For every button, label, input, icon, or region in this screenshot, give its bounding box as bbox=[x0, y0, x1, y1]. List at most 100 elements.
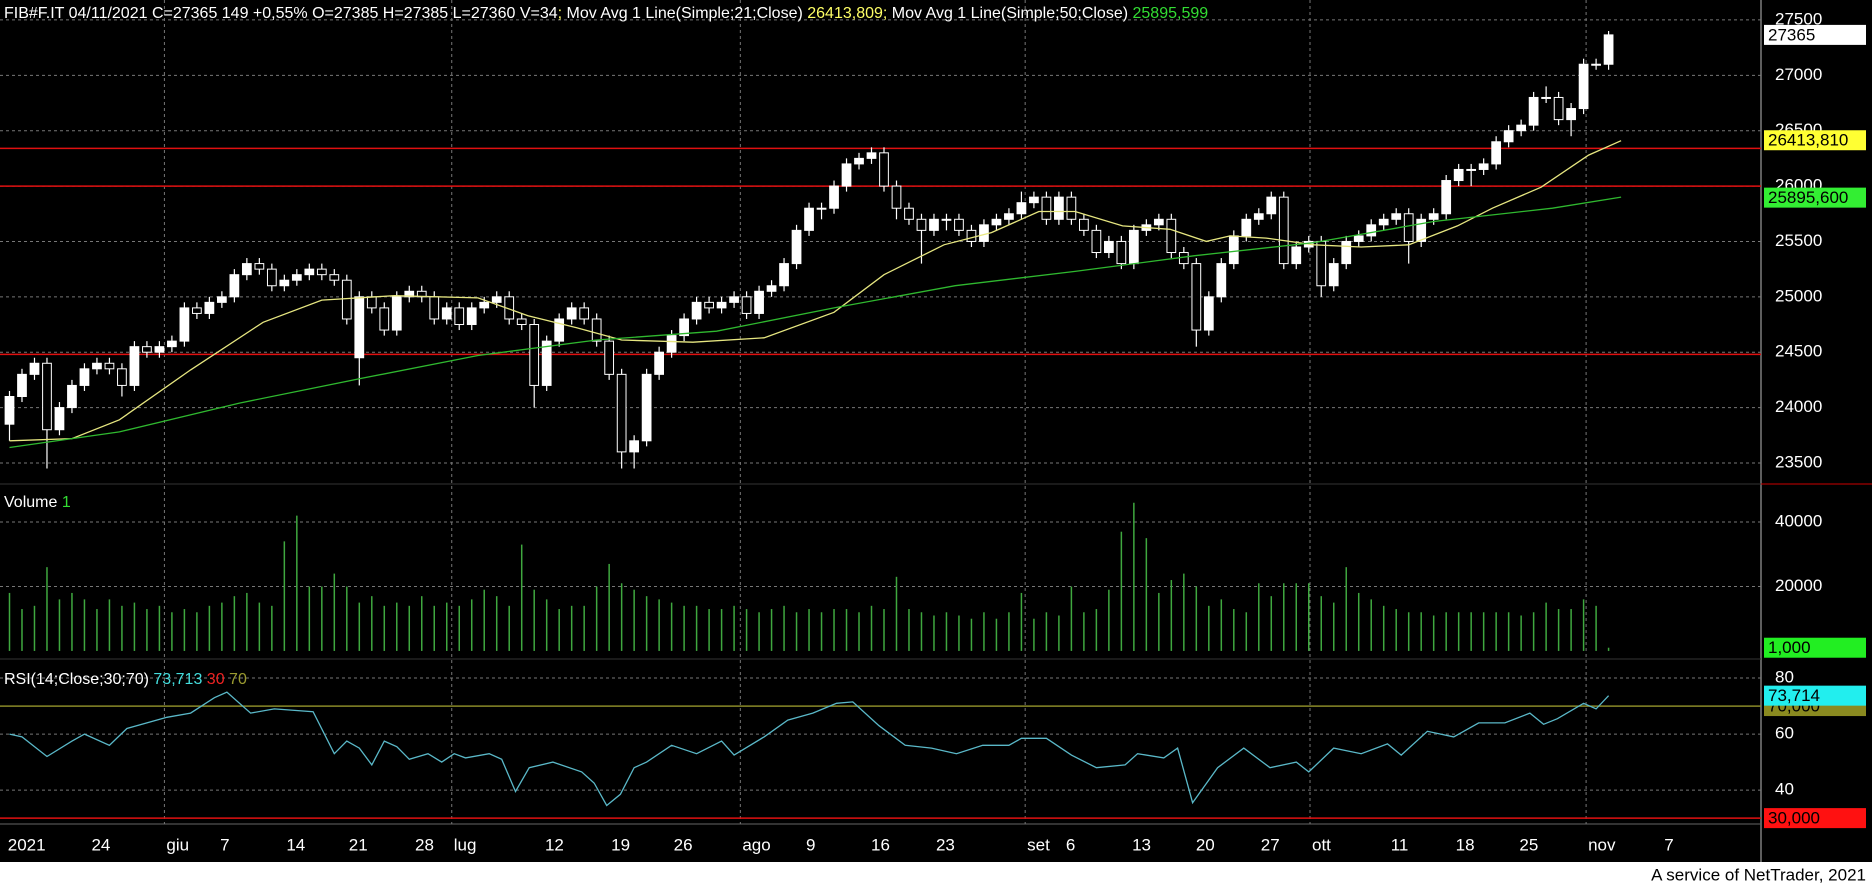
candle-body bbox=[1153, 218, 1164, 226]
y-tick-label: 80 bbox=[1775, 668, 1794, 687]
x-tick-label: set bbox=[1027, 835, 1050, 854]
candle-body bbox=[916, 218, 927, 231]
moving-average-line bbox=[9, 196, 1622, 449]
candle-body bbox=[104, 362, 115, 370]
x-tick-label: 14 bbox=[286, 835, 305, 854]
x-tick-label: nov bbox=[1588, 835, 1616, 854]
candle-body bbox=[1366, 224, 1377, 237]
candle-body bbox=[816, 207, 827, 210]
candle-body bbox=[1491, 141, 1502, 165]
price-label: 73,714 bbox=[1768, 686, 1820, 705]
y-tick-label: 20000 bbox=[1775, 576, 1822, 595]
candle-body bbox=[1541, 96, 1551, 99]
price-label-box bbox=[1764, 24, 1866, 45]
candle-body bbox=[1041, 196, 1052, 220]
x-tick-label: 12 bbox=[545, 835, 564, 854]
candle-body bbox=[604, 340, 615, 375]
candle-body bbox=[129, 346, 140, 386]
footer: A service of NetTrader, 2021 bbox=[1651, 865, 1866, 884]
price-label: 30,000 bbox=[1768, 809, 1820, 828]
candle-body bbox=[829, 185, 839, 209]
candle-body bbox=[1478, 163, 1489, 170]
candle-body bbox=[42, 362, 52, 431]
candle-body bbox=[391, 296, 402, 331]
price-label-box bbox=[1764, 637, 1866, 658]
candle-body bbox=[29, 362, 40, 375]
candle-body bbox=[479, 301, 490, 309]
candle-body bbox=[841, 163, 852, 187]
x-tick-label: lug bbox=[454, 835, 477, 854]
x-tick-label: 18 bbox=[1456, 835, 1475, 854]
candle-body bbox=[354, 296, 365, 359]
price-label-box bbox=[1764, 187, 1866, 208]
x-tick-label: 26 bbox=[674, 835, 693, 854]
x-tick-label: ott bbox=[1312, 835, 1331, 854]
candle-body bbox=[1253, 213, 1264, 220]
title-part: 26413,809 bbox=[807, 5, 883, 22]
x-tick-label: 7 bbox=[1664, 835, 1673, 854]
x-tick-label: 9 bbox=[806, 835, 815, 854]
candle-body bbox=[1029, 196, 1039, 204]
candle-body bbox=[754, 290, 764, 314]
title-part: 73,713 bbox=[153, 671, 206, 688]
candle-body bbox=[67, 384, 77, 409]
candle-body bbox=[1403, 213, 1414, 242]
candle-body bbox=[1004, 213, 1014, 220]
candle-body bbox=[1566, 108, 1576, 121]
candle-body bbox=[1203, 296, 1214, 331]
x-tick-label: 23 bbox=[936, 835, 955, 854]
candle-body bbox=[17, 373, 27, 398]
candle-body bbox=[854, 157, 864, 165]
candle-body bbox=[466, 307, 477, 326]
candle-body bbox=[379, 307, 390, 331]
candle-body bbox=[1316, 240, 1327, 287]
candle-body bbox=[1328, 263, 1339, 287]
candle-body bbox=[1503, 130, 1514, 143]
candle-body bbox=[79, 368, 90, 386]
candle-body bbox=[729, 296, 739, 303]
candle-body bbox=[1466, 168, 1477, 171]
candle-body bbox=[1228, 235, 1239, 265]
candle-body bbox=[1416, 218, 1427, 242]
candle-body bbox=[766, 285, 777, 292]
candle-body bbox=[454, 307, 465, 326]
candle-body bbox=[616, 373, 627, 453]
y-tick-label: 25500 bbox=[1775, 231, 1822, 250]
candle-body bbox=[1266, 196, 1277, 215]
candle-body bbox=[366, 296, 377, 309]
candle-body bbox=[929, 218, 939, 231]
candle-body bbox=[1128, 229, 1139, 265]
title-part: RSI(14;Close;30;70) bbox=[4, 671, 153, 688]
x-tick-label: giu bbox=[166, 835, 189, 854]
candle-body bbox=[441, 307, 452, 320]
x-tick-label: 19 bbox=[611, 835, 630, 854]
candle-body bbox=[1578, 63, 1589, 110]
candle-body bbox=[1166, 218, 1177, 254]
candle-body bbox=[1391, 213, 1402, 220]
candle-body bbox=[591, 318, 602, 342]
candle-body bbox=[779, 263, 789, 287]
x-tick-label: 21 bbox=[349, 835, 368, 854]
x-tick-label: 27 bbox=[1261, 835, 1280, 854]
y-tick-label: 40 bbox=[1775, 780, 1794, 799]
price-label: 27365 bbox=[1768, 25, 1815, 44]
candle-body bbox=[1453, 168, 1464, 182]
candle-body bbox=[304, 268, 315, 276]
x-tick-label: 11 bbox=[1391, 835, 1409, 854]
x-tick-label: 13 bbox=[1132, 835, 1151, 854]
x-tick-label: 7 bbox=[220, 835, 229, 854]
candle-body bbox=[1353, 235, 1364, 242]
candle-body bbox=[254, 263, 265, 270]
price-label: 1,000 bbox=[1768, 638, 1811, 657]
candle-body bbox=[941, 218, 952, 221]
candle-body bbox=[566, 307, 577, 320]
x-tick-label: 16 bbox=[871, 835, 890, 854]
candle-body bbox=[429, 296, 440, 320]
y-tick-label: 27500 bbox=[1775, 9, 1822, 28]
candle-body bbox=[1428, 213, 1439, 220]
candle-body bbox=[329, 274, 340, 281]
candle-body bbox=[954, 218, 964, 231]
candle-body bbox=[279, 279, 290, 287]
candle-body bbox=[229, 274, 240, 298]
